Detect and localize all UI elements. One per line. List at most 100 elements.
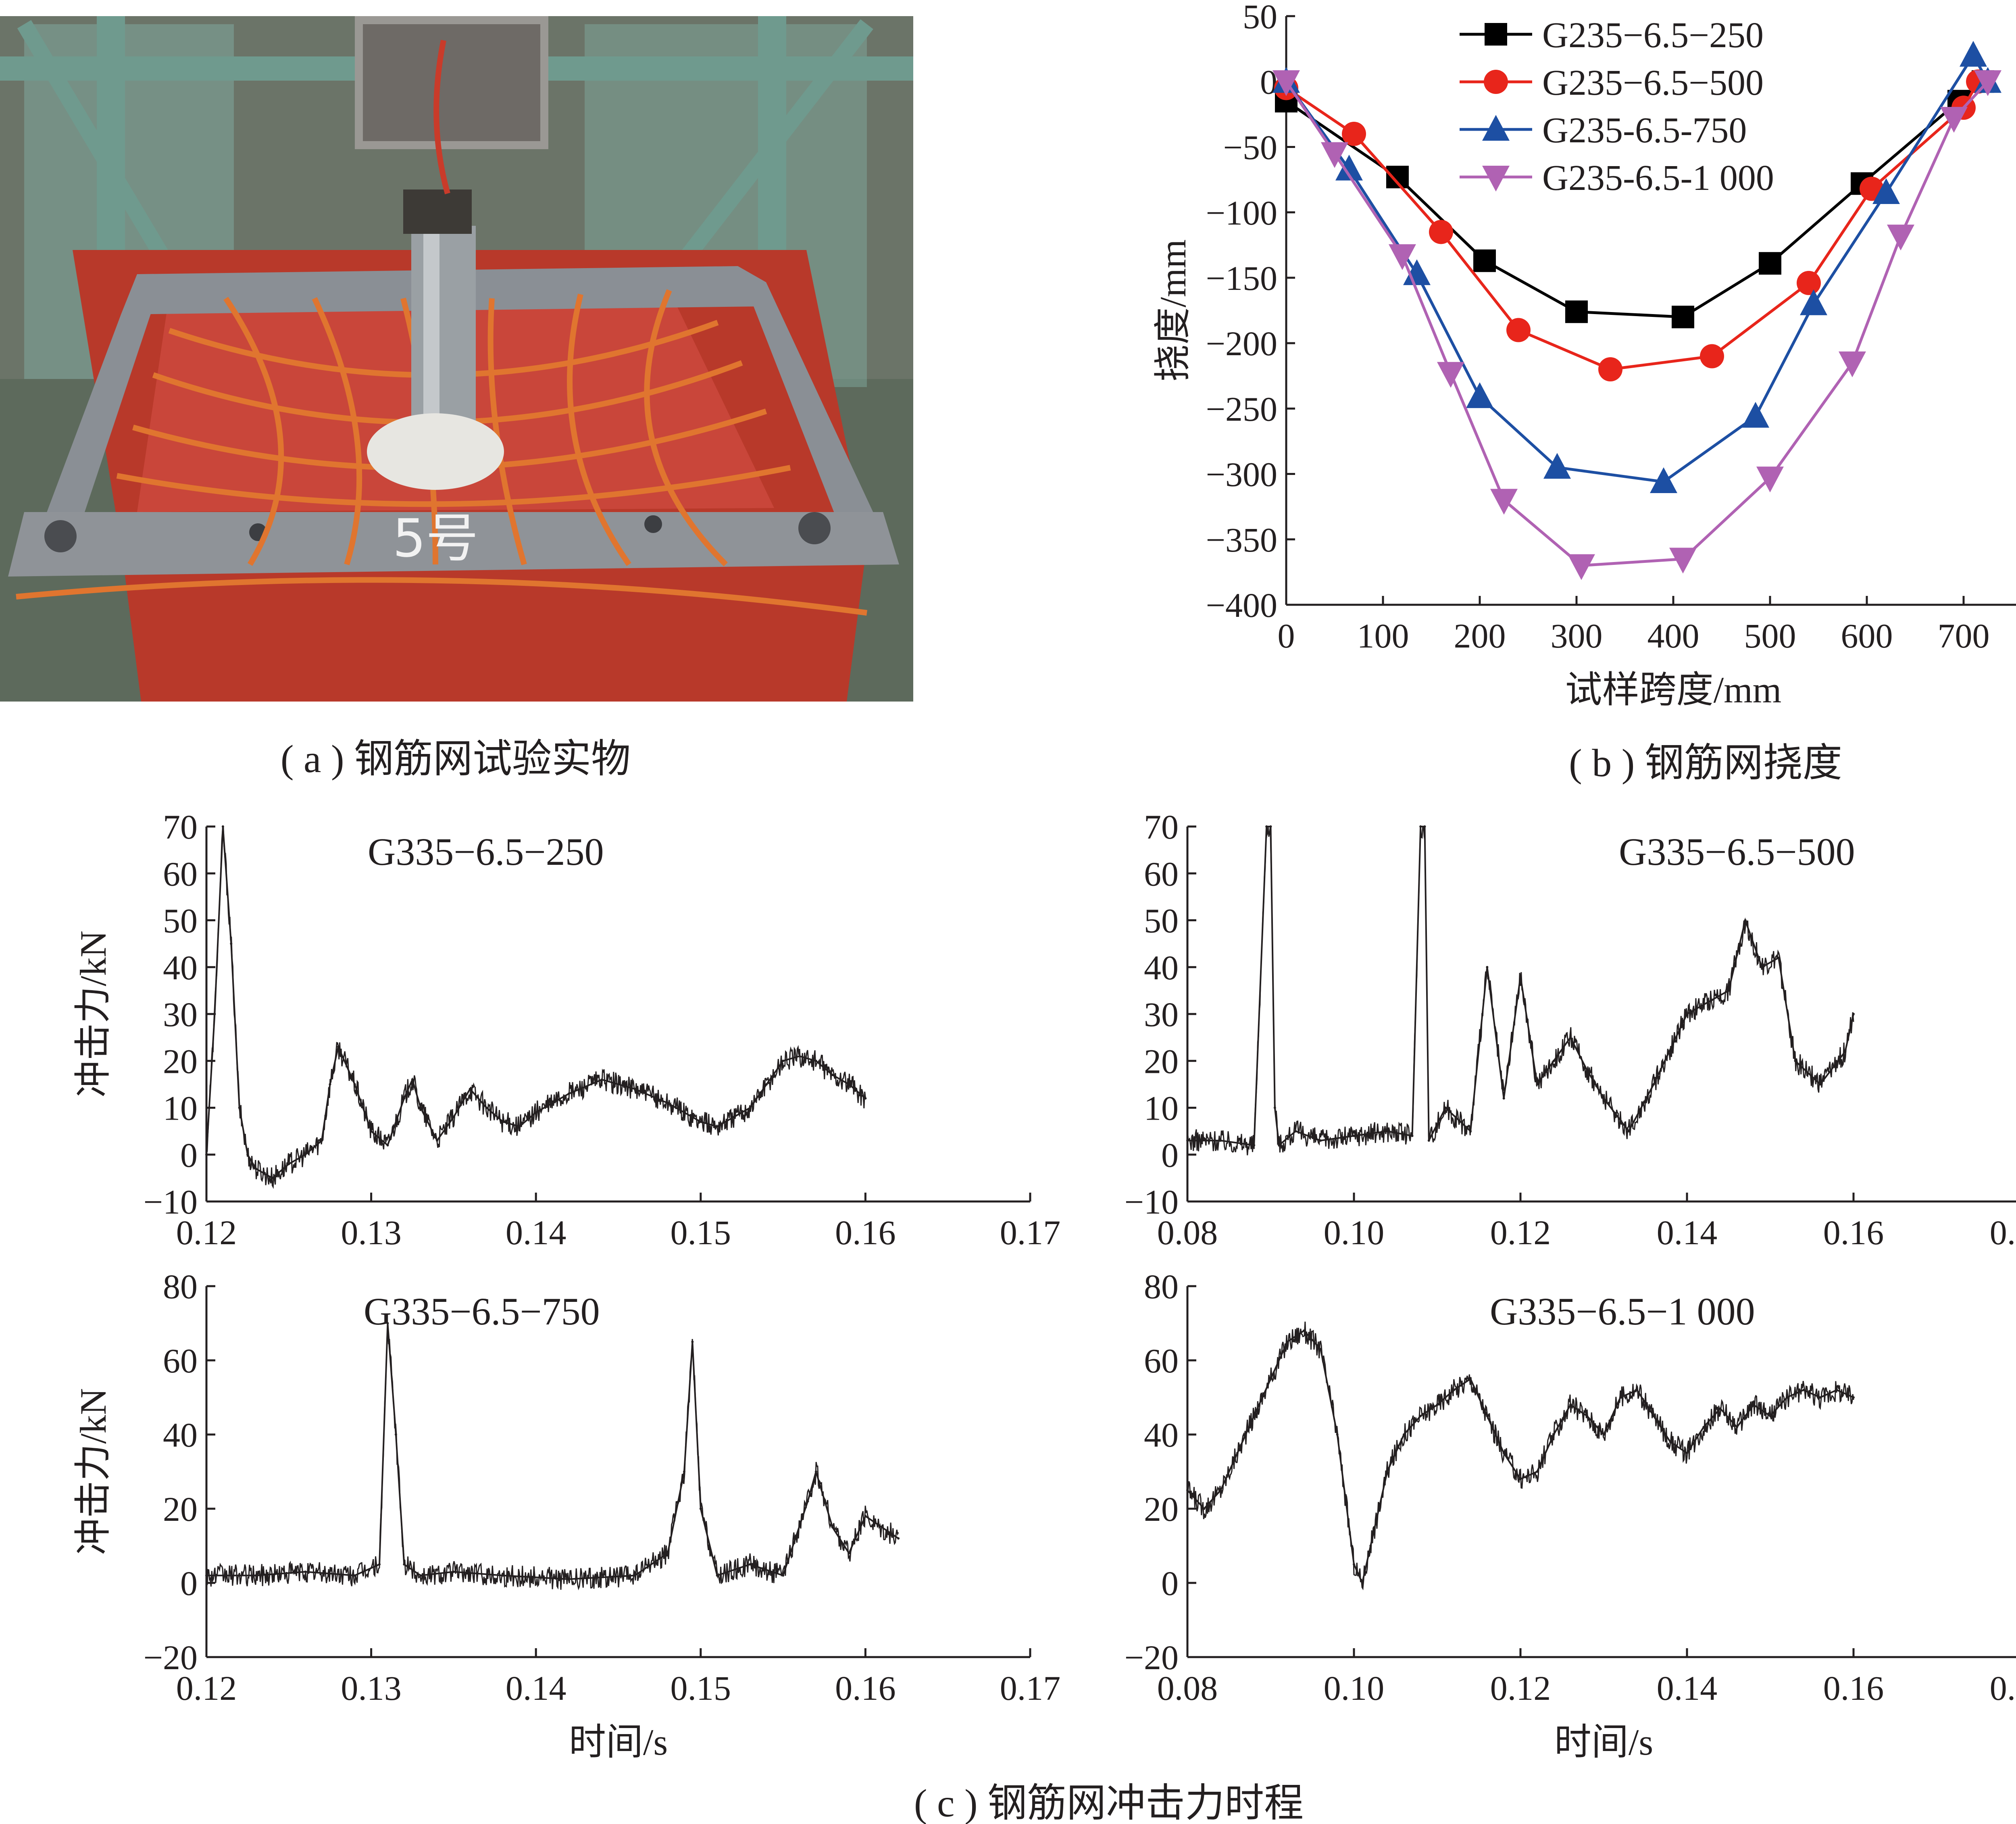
trace-point: [329, 1083, 331, 1086]
chart-title: G335−6.5−250: [368, 830, 604, 873]
data-point: [1650, 467, 1677, 493]
trace-point: [1719, 1407, 1722, 1410]
data-point: [1742, 402, 1769, 428]
y-tick-label: 60: [163, 854, 198, 893]
trace-point: [238, 1106, 241, 1109]
trace-point: [1319, 1139, 1322, 1142]
trace-point: [1486, 966, 1489, 968]
y-tick-label: −20: [143, 1638, 198, 1677]
x-tick-label: 0.16: [1823, 1213, 1884, 1252]
trace-point: [633, 1088, 636, 1090]
trace-point: [221, 825, 224, 828]
trace-point: [1353, 1563, 1355, 1566]
trace-point: [1669, 1441, 1672, 1443]
trace-point: [732, 1116, 735, 1118]
trace-point: [1852, 1396, 1855, 1399]
x-axis-label: 试样跨度/mm: [1565, 669, 1782, 710]
trace-point: [1419, 1415, 1422, 1417]
x-tick-label: 0.12: [1490, 1213, 1551, 1252]
trace-point: [814, 1470, 817, 1473]
trace-point: [485, 1106, 488, 1109]
y-axis-label: 冲击力/kN: [73, 1388, 114, 1555]
trace-point: [304, 1153, 307, 1156]
data-point: [1506, 318, 1531, 342]
caption-a: ( a ) 钢筋网试验实物: [281, 737, 631, 781]
x-tick-label: 400: [1647, 616, 1699, 655]
trace-point: [1636, 1389, 1639, 1391]
y-tick-label: 0: [1161, 1136, 1179, 1174]
legend-marker: [1482, 115, 1510, 141]
data-point: [1272, 70, 1300, 96]
trace-point: [304, 1570, 307, 1573]
trace-point: [1835, 1389, 1838, 1391]
trace-point: [848, 1083, 850, 1086]
trace-noise: [1187, 826, 1854, 1156]
x-tick-label: 300: [1551, 616, 1603, 655]
x-tick-label: 0.08: [1157, 1213, 1218, 1252]
x-tick-label: 0.15: [671, 1213, 731, 1252]
trace-point: [1265, 825, 1268, 828]
plate-label: 5号: [393, 508, 479, 569]
x-tick-label: 0.17: [1000, 1669, 1061, 1707]
data-point: [1887, 225, 1914, 251]
trace-point: [765, 1083, 768, 1086]
x-tick-label: 0.12: [176, 1213, 237, 1252]
data-point: [1437, 362, 1464, 388]
trace-point: [1402, 1433, 1405, 1436]
trace-point: [1452, 1389, 1455, 1391]
trace-point: [782, 1574, 785, 1577]
data-point: [1839, 351, 1866, 377]
y-tick-label: 0: [1260, 62, 1277, 101]
trace-point: [1273, 1106, 1276, 1109]
trace-noise: [1187, 1321, 1854, 1591]
x-tick-label: 100: [1357, 616, 1409, 655]
x-tick-label: 0.14: [506, 1213, 566, 1252]
x-tick-label: 0.12: [176, 1669, 237, 1707]
x-tick-label: 0.13: [341, 1213, 402, 1252]
trace-point: [1777, 956, 1780, 959]
y-tick-label: 80: [1144, 1267, 1179, 1306]
trace-point: [716, 1125, 719, 1128]
y-tick-label: −10: [143, 1183, 198, 1221]
trace-point: [353, 1083, 356, 1086]
trace-point: [419, 1106, 422, 1109]
trace-point: [254, 1167, 257, 1170]
y-tick-label: 20: [163, 1042, 198, 1081]
trace-point: [1369, 1545, 1372, 1547]
trace-point: [205, 1574, 208, 1577]
trace-point: [1794, 1060, 1797, 1062]
data-point: [1974, 70, 2001, 96]
data-point: [1389, 244, 1416, 270]
trace-point: [535, 1111, 537, 1114]
trace-point: [1253, 1415, 1256, 1417]
x-axis-label: 时间/s: [1554, 1722, 1653, 1763]
trace-point: [1619, 1396, 1622, 1399]
trace-point: [386, 1322, 389, 1324]
trace-point: [1502, 1452, 1505, 1454]
x-tick-label: 0.10: [1324, 1213, 1385, 1252]
legend-label: G235−6.5−250: [1542, 15, 1764, 55]
trace-point: [683, 1470, 685, 1473]
trace-point: [864, 1515, 867, 1518]
trace-point: [1627, 1130, 1630, 1133]
data-point: [1565, 300, 1588, 323]
data-point: [1756, 466, 1784, 493]
trace-point: [1802, 1389, 1805, 1391]
trace-point: [1569, 1036, 1572, 1039]
trace-line: [1187, 1329, 1854, 1586]
trace-point: [1586, 1415, 1589, 1417]
x-tick-label: 200: [1454, 616, 1506, 655]
trace-point: [518, 1125, 521, 1128]
x-tick-label: 0.14: [506, 1669, 566, 1707]
trace-point: [848, 1552, 850, 1555]
trace-point: [782, 1060, 785, 1062]
trace-point: [1769, 1415, 1772, 1417]
trace-point: [831, 1074, 834, 1076]
y-tick-label: 40: [1144, 948, 1179, 987]
trace-point: [1469, 1130, 1472, 1133]
trace-point: [666, 1101, 669, 1104]
trace-point: [502, 1574, 504, 1577]
impact-chart-750: 0.12 0.13 0.14 0.15 0.16 0.17 80 60 40 20 0 −20 时间/s…: [73, 1267, 1060, 1763]
trace-point: [1269, 825, 1272, 828]
data-point: [1466, 382, 1493, 408]
